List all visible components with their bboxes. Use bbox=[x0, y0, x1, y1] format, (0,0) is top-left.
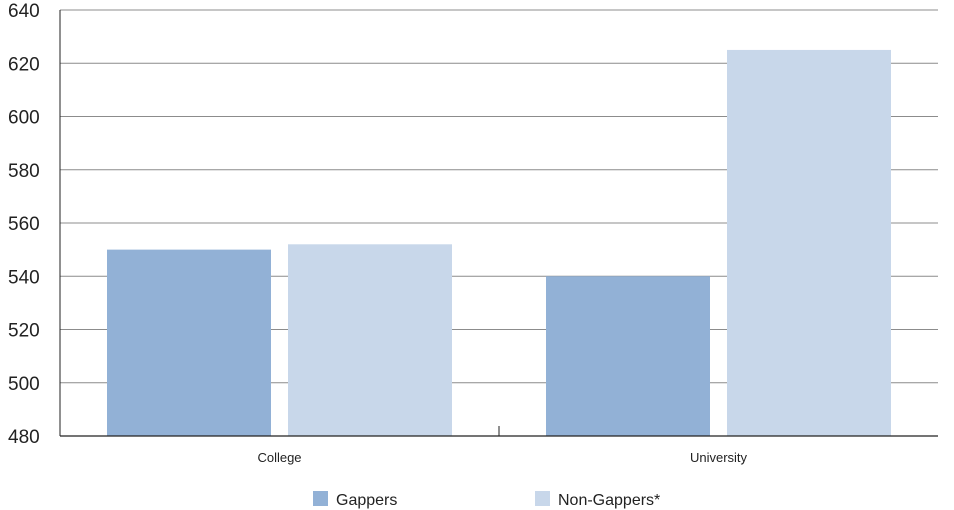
xtick-label-college: College bbox=[257, 450, 301, 465]
bar-university-non-gappers bbox=[727, 49, 891, 436]
ytick-label-520: 520 bbox=[8, 321, 40, 342]
ytick-label-600: 600 bbox=[8, 108, 40, 129]
xtick-label-university: University bbox=[690, 450, 748, 465]
ytick-label-480: 480 bbox=[8, 427, 40, 448]
ytick-label-640: 640 bbox=[8, 1, 40, 22]
legend-swatch-non-gappers bbox=[535, 491, 550, 506]
bars bbox=[107, 49, 891, 436]
axes: 480 500 520 540 560 580 600 620 640 College Univer… bbox=[8, 1, 938, 465]
ytick-label-500: 500 bbox=[8, 374, 40, 395]
legend-swatch-gappers bbox=[313, 491, 328, 506]
bar-university-gappers bbox=[546, 276, 710, 436]
ytick-label-580: 580 bbox=[8, 161, 40, 182]
bar-college-non-gappers bbox=[288, 244, 452, 436]
legend: Gappers Non-Gappers* bbox=[313, 491, 660, 509]
legend-label-non-gappers: Non-Gappers* bbox=[558, 492, 660, 509]
ytick-label-560: 560 bbox=[8, 214, 40, 235]
legend-label-gappers: Gappers bbox=[336, 492, 397, 509]
ytick-label-620: 620 bbox=[8, 54, 40, 75]
ytick-label-540: 540 bbox=[8, 267, 40, 288]
bar-college-gappers bbox=[107, 249, 271, 436]
